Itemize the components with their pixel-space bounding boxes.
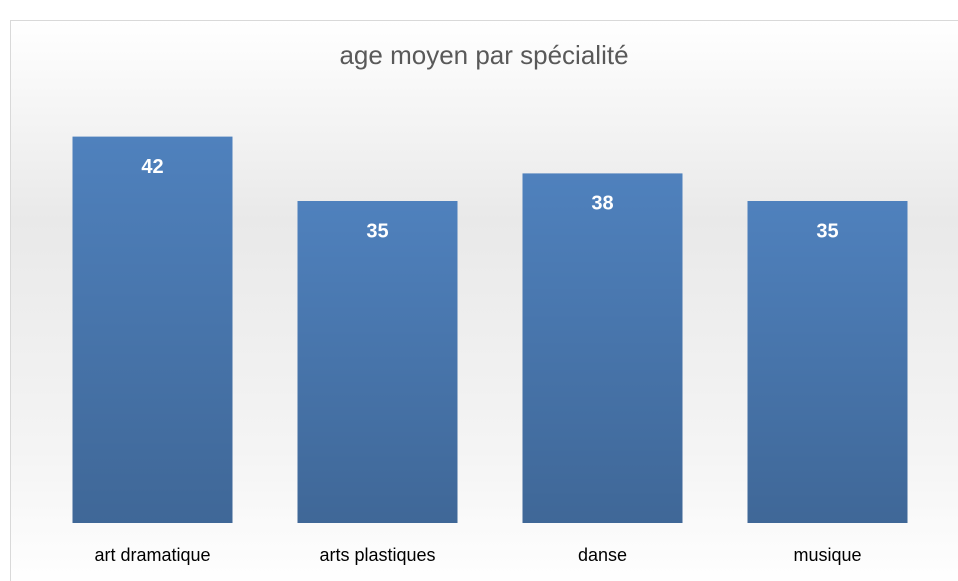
bar-shade [747,201,908,523]
chart-title: age moyen par spécialité [339,40,628,70]
data-label: 35 [366,220,388,242]
bar-shade [297,201,458,523]
bar-shade [522,173,683,523]
x-tick-label: arts plastiques [319,545,435,565]
x-tick-label: musique [793,545,861,565]
data-label: 38 [591,193,613,215]
data-label: 42 [141,156,163,178]
data-label: 35 [816,220,838,242]
x-tick-label: art dramatique [94,545,210,565]
bar-shade [72,136,233,523]
x-tick-label: danse [578,545,627,565]
